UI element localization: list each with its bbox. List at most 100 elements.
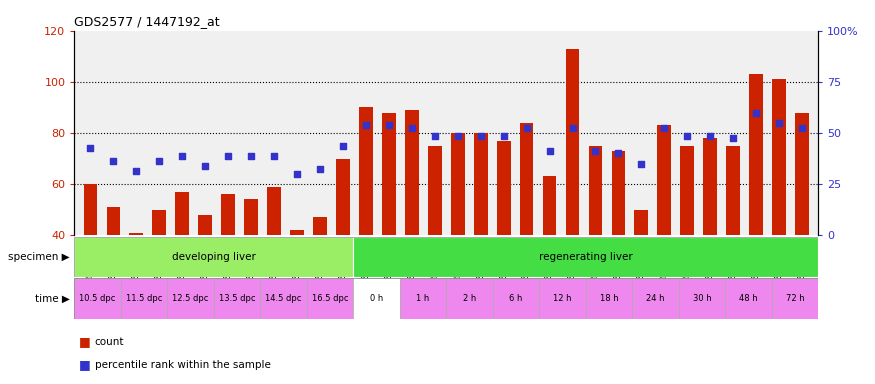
Text: 2 h: 2 h <box>463 294 476 303</box>
Bar <box>473 133 487 235</box>
Text: 16.5 dpc: 16.5 dpc <box>312 294 348 303</box>
Bar <box>589 146 602 235</box>
Bar <box>267 187 281 235</box>
Bar <box>221 194 235 235</box>
Point <box>634 161 648 167</box>
Point <box>589 148 603 154</box>
Point <box>726 135 740 141</box>
Bar <box>634 210 648 235</box>
Bar <box>290 230 304 235</box>
Bar <box>74 237 354 277</box>
Point <box>382 122 396 128</box>
Bar <box>83 184 97 235</box>
Bar <box>74 278 121 319</box>
Bar <box>214 278 261 319</box>
Point <box>290 171 304 177</box>
Text: developing liver: developing liver <box>172 252 255 262</box>
Text: 30 h: 30 h <box>693 294 711 303</box>
Point <box>565 125 579 131</box>
Bar <box>261 278 307 319</box>
Bar <box>773 79 786 235</box>
Bar <box>130 233 144 235</box>
Bar <box>446 278 493 319</box>
Point <box>83 145 97 151</box>
Bar <box>428 146 442 235</box>
Bar <box>520 123 534 235</box>
Bar <box>679 278 725 319</box>
Text: 6 h: 6 h <box>509 294 522 303</box>
Bar <box>307 278 354 319</box>
Text: count: count <box>94 337 124 347</box>
Bar <box>585 278 632 319</box>
Bar <box>726 146 740 235</box>
Text: 11.5 dpc: 11.5 dpc <box>126 294 162 303</box>
Bar <box>354 278 400 319</box>
Text: ■: ■ <box>79 335 90 348</box>
Point <box>336 143 350 149</box>
Point <box>520 125 534 131</box>
Point <box>244 153 258 159</box>
Point <box>680 132 694 139</box>
Bar <box>657 125 671 235</box>
Text: 1 h: 1 h <box>416 294 430 303</box>
Text: 12.5 dpc: 12.5 dpc <box>172 294 209 303</box>
Bar <box>749 74 763 235</box>
Point <box>199 163 213 169</box>
Point <box>795 125 809 131</box>
Bar <box>632 278 679 319</box>
Bar <box>244 199 258 235</box>
Point <box>428 132 442 139</box>
Bar <box>167 278 214 319</box>
Bar <box>175 192 189 235</box>
Bar <box>772 278 818 319</box>
Point <box>107 158 121 164</box>
Text: 14.5 dpc: 14.5 dpc <box>265 294 302 303</box>
Bar <box>565 49 579 235</box>
Point <box>749 109 763 116</box>
Point <box>405 125 419 131</box>
Point <box>497 132 511 139</box>
Bar <box>382 113 396 235</box>
Bar <box>542 176 556 235</box>
Bar <box>725 278 772 319</box>
Bar <box>313 217 327 235</box>
Text: 72 h: 72 h <box>786 294 804 303</box>
Bar <box>199 215 212 235</box>
Bar <box>152 210 166 235</box>
Bar <box>107 207 120 235</box>
Point <box>313 166 327 172</box>
Point <box>772 120 786 126</box>
Text: percentile rank within the sample: percentile rank within the sample <box>94 360 270 370</box>
Bar <box>539 278 585 319</box>
Text: time ▶: time ▶ <box>35 293 70 304</box>
Bar <box>451 133 465 235</box>
Bar <box>681 146 694 235</box>
Text: 10.5 dpc: 10.5 dpc <box>80 294 116 303</box>
Text: 13.5 dpc: 13.5 dpc <box>219 294 256 303</box>
Bar <box>354 237 818 277</box>
Text: regenerating liver: regenerating liver <box>539 252 633 262</box>
Bar <box>121 278 167 319</box>
Bar <box>612 151 626 235</box>
Bar <box>493 278 539 319</box>
Text: specimen ▶: specimen ▶ <box>9 252 70 262</box>
Point <box>359 122 373 128</box>
Point <box>473 132 487 139</box>
Text: GDS2577 / 1447192_at: GDS2577 / 1447192_at <box>74 15 220 28</box>
Point <box>175 153 189 159</box>
Point <box>221 153 235 159</box>
Text: ■: ■ <box>79 358 90 371</box>
Text: 24 h: 24 h <box>646 294 665 303</box>
Bar <box>497 141 510 235</box>
Point <box>130 168 144 174</box>
Point <box>657 125 671 131</box>
Text: 0 h: 0 h <box>370 294 383 303</box>
Bar <box>359 108 373 235</box>
Point <box>612 151 626 157</box>
Bar <box>405 110 419 235</box>
Text: 12 h: 12 h <box>553 294 571 303</box>
Bar <box>704 138 717 235</box>
Point <box>267 153 281 159</box>
Text: 18 h: 18 h <box>599 294 619 303</box>
Point <box>451 132 465 139</box>
